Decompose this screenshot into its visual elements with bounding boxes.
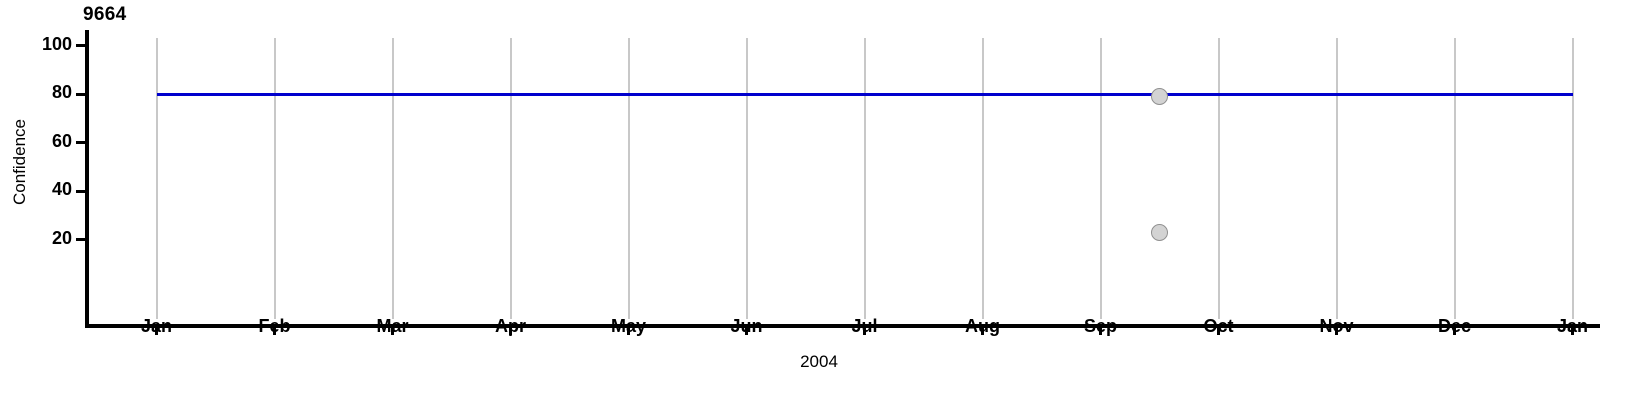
x-tick-0	[155, 325, 158, 335]
x-tick-2	[391, 325, 394, 335]
gridline-aug-7	[981, 38, 984, 319]
x-tick-8	[1099, 325, 1102, 335]
y-axis-spine	[85, 30, 89, 328]
gridline-feb-1	[273, 38, 276, 319]
gridline-nov-10	[1335, 38, 1338, 319]
y-tick-label-80: 80	[51, 82, 72, 102]
y-axis-label: Confidence	[10, 119, 29, 206]
y-tick-label-20: 20	[51, 227, 72, 248]
y-tick-80	[76, 92, 85, 96]
x-tick-label-2: Mar	[376, 316, 409, 336]
gridline-sep-8	[1099, 38, 1102, 319]
y-tick-60	[76, 141, 85, 144]
x-tick-label-11: Dec	[1437, 316, 1472, 336]
gridline-jan-12	[1571, 38, 1574, 319]
x-tick-4	[627, 325, 630, 335]
gridline-jul-6	[863, 38, 866, 319]
x-tick-label-12: Jan	[1556, 316, 1589, 336]
x-tick-label-10: Nov	[1319, 316, 1354, 336]
x-tick-10	[1335, 325, 1338, 335]
gridline-jun-5	[745, 38, 748, 319]
x-tick-label-0: Jan	[140, 316, 173, 336]
x-tick-label-4: May	[610, 316, 646, 336]
series-line-threshold	[156, 92, 1573, 96]
x-tick-label-3: Apr	[495, 316, 526, 336]
x-tick-7	[981, 325, 984, 335]
x-axis-label: 2004	[800, 352, 838, 371]
x-tick-5	[745, 325, 748, 335]
x-tick-label-5: Jun	[730, 316, 763, 336]
x-tick-12	[1571, 325, 1574, 335]
gridline-jan-0	[155, 38, 158, 319]
y-tick-20	[76, 238, 85, 241]
x-tick-label-9: Oct	[1203, 316, 1234, 336]
gridline-dec-11	[1453, 38, 1456, 319]
y-tick-label-60: 60	[51, 130, 72, 151]
gridline-may-4	[627, 38, 630, 319]
x-tick-1	[273, 325, 276, 335]
x-tick-label-7: Aug	[965, 316, 1000, 336]
x-tick-label-6: Jul	[851, 316, 878, 336]
x-tick-9	[1217, 325, 1220, 335]
x-tick-label-1: Feb	[258, 316, 291, 336]
y-tick-40	[76, 189, 85, 193]
chart-title: 9664	[83, 4, 127, 25]
x-tick-label-8: Sep	[1083, 316, 1117, 336]
y-tick-label-100: 100	[41, 33, 72, 54]
x-tick-6	[863, 325, 866, 335]
gridline-mar-2	[391, 38, 394, 319]
y-tick-100	[76, 44, 85, 47]
gridline-apr-3	[509, 38, 512, 319]
x-tick-11	[1453, 325, 1456, 335]
x-tick-3	[509, 325, 512, 335]
y-tick-label-40: 40	[51, 179, 72, 199]
data-point-marker-0[interactable]	[1151, 87, 1168, 105]
data-point-marker-1[interactable]	[1151, 223, 1168, 241]
x-axis-spine	[85, 324, 1600, 328]
gridline-oct-9	[1217, 38, 1220, 319]
